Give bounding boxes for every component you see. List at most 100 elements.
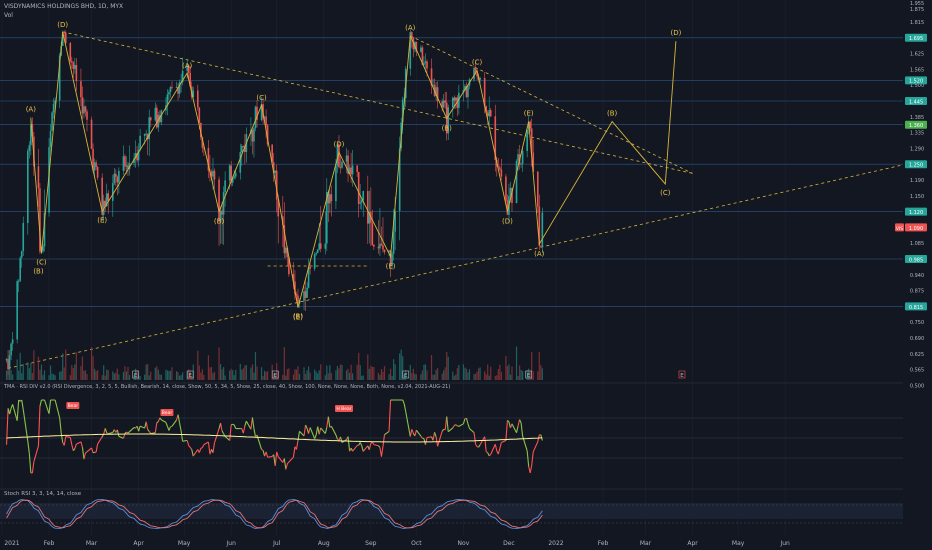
candle-body[interactable] — [324, 243, 327, 249]
candle-body[interactable] — [339, 166, 342, 168]
candle-body[interactable] — [511, 187, 513, 203]
candle-body[interactable] — [210, 171, 213, 177]
candle-body[interactable] — [260, 104, 263, 121]
candle-body[interactable] — [27, 151, 29, 223]
candle-body[interactable] — [341, 161, 343, 168]
candle-body[interactable] — [360, 200, 363, 203]
candle-body[interactable] — [380, 243, 383, 246]
candle-body[interactable] — [394, 210, 396, 232]
candle-body[interactable] — [81, 97, 84, 114]
candle-body[interactable] — [497, 166, 500, 168]
candle-body[interactable] — [265, 116, 267, 126]
candle-body[interactable] — [540, 246, 542, 247]
candle-body[interactable] — [411, 32, 413, 38]
candle-body[interactable] — [538, 206, 541, 247]
candle-body[interactable] — [61, 32, 64, 46]
candle-body[interactable] — [128, 163, 131, 170]
candle-body[interactable] — [122, 156, 125, 171]
candle-body[interactable] — [149, 117, 152, 121]
candle-body[interactable] — [256, 106, 258, 121]
candle-body[interactable] — [75, 64, 78, 82]
candle-body[interactable] — [455, 97, 457, 101]
candle-body[interactable] — [43, 212, 46, 247]
candle-body[interactable] — [222, 192, 225, 215]
candle-body[interactable] — [536, 171, 539, 207]
candle-body[interactable] — [157, 115, 160, 128]
candle-body[interactable] — [115, 173, 117, 177]
candle-body[interactable] — [326, 192, 328, 244]
candle-body[interactable] — [520, 163, 522, 165]
candle-body[interactable] — [345, 155, 348, 162]
candle-body[interactable] — [277, 199, 280, 217]
candle-body[interactable] — [102, 200, 105, 215]
candle-body[interactable] — [499, 167, 501, 170]
candle-body[interactable] — [486, 112, 489, 117]
candle-body[interactable] — [133, 158, 135, 164]
candle-body[interactable] — [456, 97, 459, 108]
candle-body[interactable] — [473, 67, 475, 80]
candle-body[interactable] — [30, 124, 32, 146]
candle-body[interactable] — [92, 148, 94, 171]
candle-body[interactable] — [49, 130, 52, 147]
candle-body[interactable] — [509, 187, 512, 197]
candle-body[interactable] — [389, 250, 392, 266]
candle-body[interactable] — [113, 173, 116, 184]
candle-body[interactable] — [371, 222, 374, 245]
candle-body[interactable] — [444, 100, 446, 103]
candle-body[interactable] — [420, 47, 422, 52]
candle-body[interactable] — [244, 146, 246, 152]
candle-body[interactable] — [219, 210, 222, 222]
candle-body[interactable] — [465, 86, 468, 98]
candle-body[interactable] — [139, 135, 141, 150]
candle-body[interactable] — [156, 107, 158, 128]
candle-body[interactable] — [116, 176, 119, 183]
candle-body[interactable] — [451, 97, 454, 108]
candle-body[interactable] — [7, 359, 9, 370]
candle-body[interactable] — [351, 165, 354, 175]
candle-body[interactable] — [500, 169, 503, 177]
candle-body[interactable] — [80, 81, 82, 98]
candle-body[interactable] — [388, 250, 390, 253]
candle-body[interactable] — [330, 194, 333, 202]
candle-body[interactable] — [251, 130, 254, 142]
candle-body[interactable] — [187, 65, 190, 73]
candle-body[interactable] — [181, 70, 184, 83]
candle-body[interactable] — [359, 202, 362, 204]
candle-body[interactable] — [154, 107, 157, 121]
candle-body[interactable] — [218, 179, 220, 222]
candle-body[interactable] — [313, 254, 316, 269]
candle-body[interactable] — [464, 86, 466, 90]
candle-body[interactable] — [17, 281, 20, 282]
candle-body[interactable] — [526, 129, 528, 151]
candle-body[interactable] — [532, 152, 535, 172]
candle-body[interactable] — [11, 339, 14, 344]
candle-body[interactable] — [458, 92, 460, 108]
candle-body[interactable] — [409, 32, 412, 69]
candle-body[interactable] — [224, 180, 226, 193]
candle-body[interactable] — [137, 149, 140, 161]
candle-body[interactable] — [430, 68, 433, 86]
candle-body[interactable] — [494, 116, 497, 160]
candle-body[interactable] — [515, 160, 518, 203]
candle-body[interactable] — [377, 246, 380, 249]
candle-body[interactable] — [266, 125, 269, 145]
candle-body[interactable] — [54, 100, 56, 105]
candle-body[interactable] — [288, 257, 290, 275]
candle-body[interactable] — [373, 244, 375, 247]
candle-body[interactable] — [347, 155, 349, 174]
candle-body[interactable] — [96, 166, 99, 178]
candle-body[interactable] — [467, 85, 469, 98]
candle-body[interactable] — [168, 92, 170, 95]
candle-body[interactable] — [231, 177, 234, 183]
candle-body[interactable] — [253, 128, 255, 142]
candle-body[interactable] — [212, 170, 214, 177]
candle-body[interactable] — [201, 137, 204, 148]
candle-body[interactable] — [447, 107, 450, 134]
candle-body[interactable] — [160, 110, 163, 123]
candle-body[interactable] — [105, 193, 108, 207]
candle-body[interactable] — [169, 86, 172, 93]
candle-body[interactable] — [338, 144, 340, 167]
candle-body[interactable] — [382, 245, 384, 250]
candle-body[interactable] — [71, 60, 73, 63]
